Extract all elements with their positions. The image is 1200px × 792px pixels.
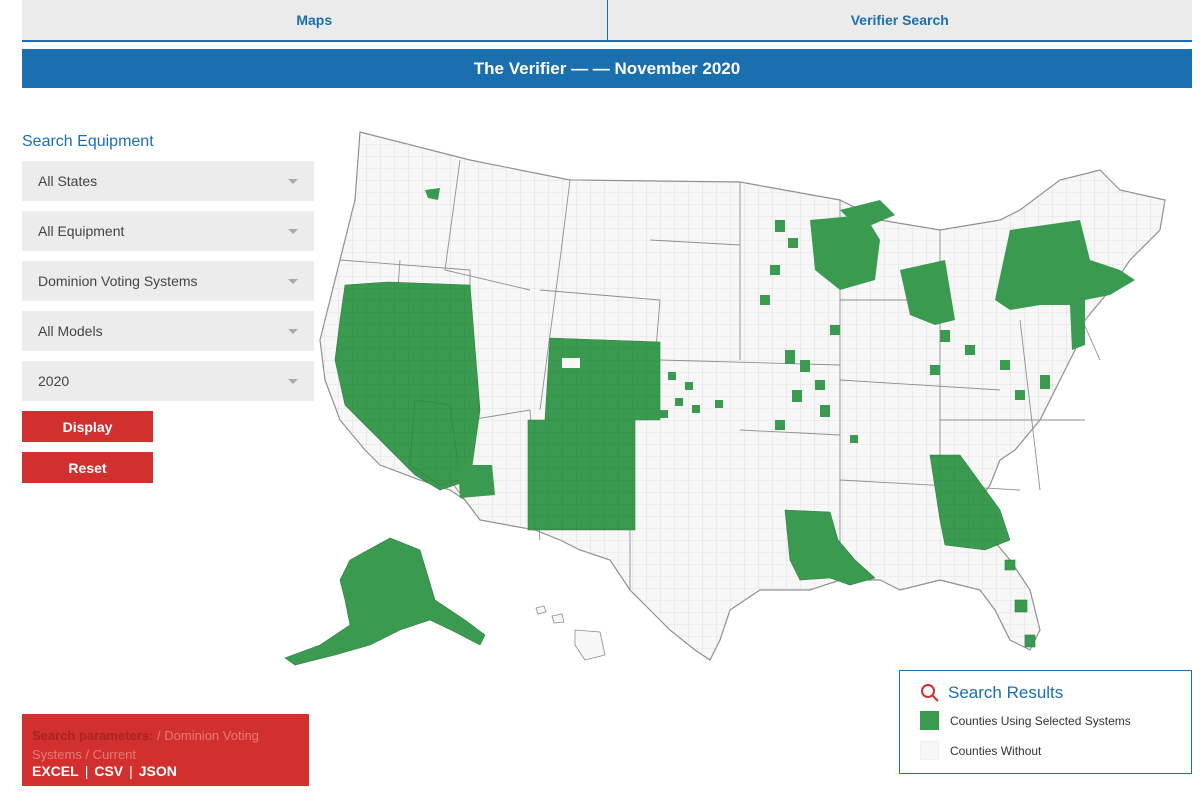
search-parameters-value: / Dominion Voting Systems / Current <box>32 728 259 762</box>
export-links: EXCEL | CSV | JSON <box>32 763 177 779</box>
state-select[interactable]: All States <box>22 161 314 201</box>
model-select[interactable]: All Models <box>22 311 314 351</box>
top-nav: Maps Verifier Search <box>22 0 1192 42</box>
search-results-title: Search Results <box>948 683 1064 702</box>
equipment-select[interactable]: All Equipment <box>22 211 314 251</box>
selected-counties-kansas <box>660 372 723 418</box>
search-icon <box>921 684 939 702</box>
selected-counties-midwest <box>760 200 955 443</box>
tab-maps[interactable]: Maps <box>296 12 333 28</box>
legend-item-without: Counties Without <box>920 741 1041 760</box>
chevron-down-icon <box>288 179 298 184</box>
make-select-value: Dominion Voting Systems <box>38 273 198 289</box>
page-title: The Verifier — — November 2020 <box>22 49 1192 88</box>
export-excel-link[interactable]: EXCEL <box>32 763 79 779</box>
county-without <box>562 358 580 368</box>
make-select[interactable]: Dominion Voting Systems <box>22 261 314 301</box>
search-results-panel: Search Results Counties Using Selected S… <box>899 670 1192 774</box>
legend-item-selected: Counties Using Selected Systems <box>920 711 1131 730</box>
chevron-down-icon <box>288 329 298 334</box>
search-parameters-label: Search parameters: <box>32 728 154 743</box>
display-button[interactable]: Display <box>22 411 153 442</box>
legend-label-without: Counties Without <box>950 743 1042 758</box>
year-select[interactable]: 2020 <box>22 361 314 401</box>
state-select-value: All States <box>38 173 98 189</box>
export-json-link[interactable]: JSON <box>138 763 177 779</box>
hawaii <box>535 605 606 661</box>
reset-button[interactable]: Reset <box>22 452 153 483</box>
selected-counties-northeast <box>930 220 1135 400</box>
chevron-down-icon <box>288 279 298 284</box>
legend-swatch-selected <box>920 711 939 730</box>
selected-county-arizona <box>458 465 495 498</box>
model-select-value: All Models <box>38 323 103 339</box>
legend-label-selected: Counties Using Selected Systems <box>950 713 1131 728</box>
search-parameters-box: Search parameters: / Dominion Voting Sys… <box>22 714 309 786</box>
selected-counties-alaska <box>284 537 486 666</box>
export-csv-link[interactable]: CSV <box>94 763 124 779</box>
equipment-select-value: All Equipment <box>38 223 125 239</box>
legend-swatch-without <box>920 741 939 760</box>
tab-verifier-search[interactable]: Verifier Search <box>606 0 1193 40</box>
chevron-down-icon <box>288 229 298 234</box>
year-select-value: 2020 <box>38 373 70 389</box>
selected-county-idaho <box>425 188 440 200</box>
chevron-down-icon <box>288 379 298 384</box>
search-equipment-heading: Search Equipment <box>22 133 154 150</box>
us-county-map[interactable] <box>240 120 1190 670</box>
